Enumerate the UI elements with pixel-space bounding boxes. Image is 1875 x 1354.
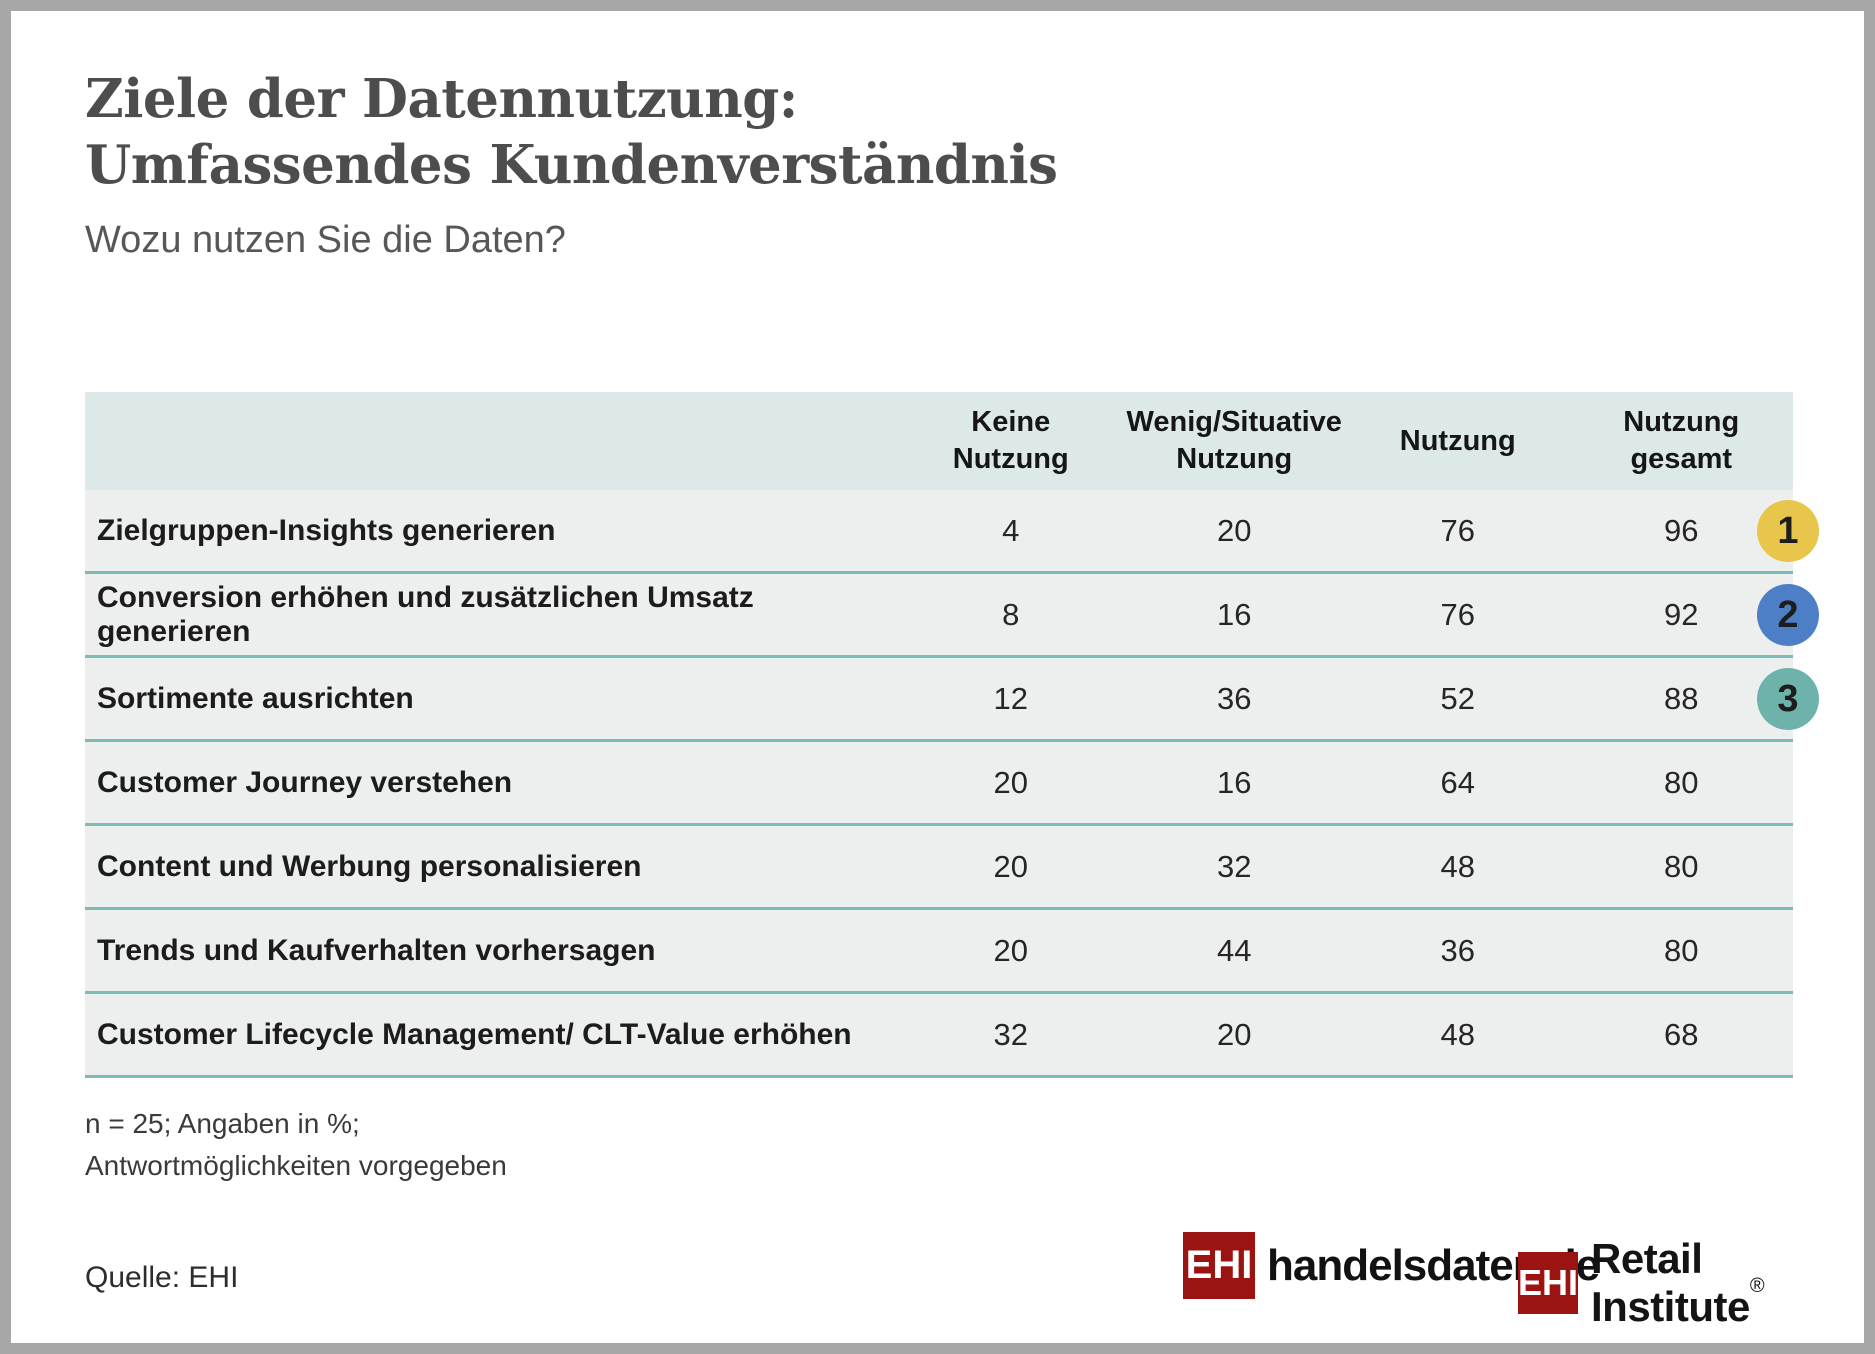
cell-value: 32 [1217,848,1252,884]
retail-institute-logo-text: Retail Institute® [1591,1235,1864,1331]
ehi-logo-mark: EHI [1518,1252,1579,1314]
table-body: Zielgruppen-Insights generieren 4 20 76 … [85,490,1819,1078]
cell-value: 12 [993,680,1028,716]
row-label: Content und Werbung personalisieren [97,849,642,883]
cell-value: 20 [993,932,1028,968]
table-row: Customer Lifecycle Management/ CLT-Value… [85,994,1793,1078]
column-header-nutzung-gesamt: Nutzung gesamt [1623,406,1740,475]
title-line-2: Umfassendes Kundenverständnis [85,134,1058,196]
cell-value: 36 [1217,680,1252,716]
retail-institute-name: Retail Institute [1591,1235,1750,1330]
title-line-1: Ziele der Datennutzung: [85,68,798,130]
cell-value: 8 [1002,596,1020,632]
ehi-handelsdaten-logo: EHI handelsdaten.de [1183,1232,1600,1299]
footnote-line-2: Antwortmöglichkeiten vorgegeben [85,1150,507,1181]
cell-value: 64 [1440,764,1475,800]
cell-value: 92 [1664,596,1699,632]
table-row: Trends und Kaufverhalten vorhersagen 20 … [85,910,1793,994]
data-table: Keine Nutzung Wenig/Situative Nutzung Nu… [85,392,1819,1078]
cell-value: 20 [1217,512,1252,548]
table-row: Conversion erhöhen und zusätzlichen Umsa… [85,574,1819,658]
footnote: n = 25; Angaben in %; Antwortmöglichkeit… [85,1103,507,1187]
row-label: Sortimente ausrichten [97,681,414,715]
cell-value: 88 [1664,680,1699,716]
cell-value: 4 [1002,512,1020,548]
cell-value: 16 [1217,764,1252,800]
cell-value: 20 [1217,1016,1252,1052]
rank-badge: 3 [1757,668,1819,730]
cell-value: 96 [1664,512,1699,548]
row-label: Trends und Kaufverhalten vorhersagen [97,933,656,967]
cell-value: 36 [1440,932,1475,968]
handelsdaten-name: handelsdaten [1267,1240,1540,1290]
table-row: Zielgruppen-Insights generieren 4 20 76 … [85,490,1819,574]
column-header-keine-nutzung: Keine Nutzung [952,406,1069,475]
ehi-retail-institute-logo: EHI Retail Institute® [1518,1235,1864,1331]
row-label: Zielgruppen-Insights generieren [97,513,556,547]
cell-value: 32 [993,1016,1028,1052]
registered-trademark-mark: ® [1749,1275,1765,1297]
row-label: Conversion erhöhen und zusätzlichen Umsa… [97,580,754,648]
table-header-row: Keine Nutzung Wenig/Situative Nutzung Nu… [85,392,1793,490]
cell-value: 44 [1217,932,1252,968]
cell-value: 16 [1217,596,1252,632]
cell-value: 80 [1664,764,1699,800]
table-row: Content und Werbung personalisieren 20 3… [85,826,1793,910]
cell-value: 48 [1440,848,1475,884]
rank-badge: 1 [1757,500,1819,562]
row-label: Customer Lifecycle Management/ CLT-Value… [97,1017,852,1051]
cell-value: 48 [1440,1016,1475,1052]
cell-value: 80 [1664,848,1699,884]
footnote-line-1: n = 25; Angaben in %; [85,1108,360,1139]
cell-value: 68 [1664,1016,1699,1052]
cell-value: 76 [1440,596,1475,632]
survey-question: Wozu nutzen Sie die Daten? [85,219,566,261]
page-title: Ziele der Datennutzung: Umfassendes Kund… [85,66,1058,198]
cell-value: 76 [1440,512,1475,548]
cell-value: 52 [1440,680,1475,716]
column-header-wenig-situative-nutzung: Wenig/Situative Nutzung [1126,406,1342,475]
cell-value: 20 [993,764,1028,800]
infographic-card: Ziele der Datennutzung: Umfassendes Kund… [11,11,1864,1343]
table-row: Sortimente ausrichten 12 36 52 88 3 [85,658,1819,742]
rank-badge: 2 [1757,584,1819,646]
row-label: Customer Journey verstehen [97,765,513,799]
cell-value: 80 [1664,932,1699,968]
source-label: Quelle: EHI [85,1261,239,1294]
column-header-nutzung: Nutzung [1399,424,1516,457]
table-row: Customer Journey verstehen 20 16 64 80 [85,742,1793,826]
ehi-logo-mark: EHI [1183,1232,1255,1299]
cell-value: 20 [993,848,1028,884]
